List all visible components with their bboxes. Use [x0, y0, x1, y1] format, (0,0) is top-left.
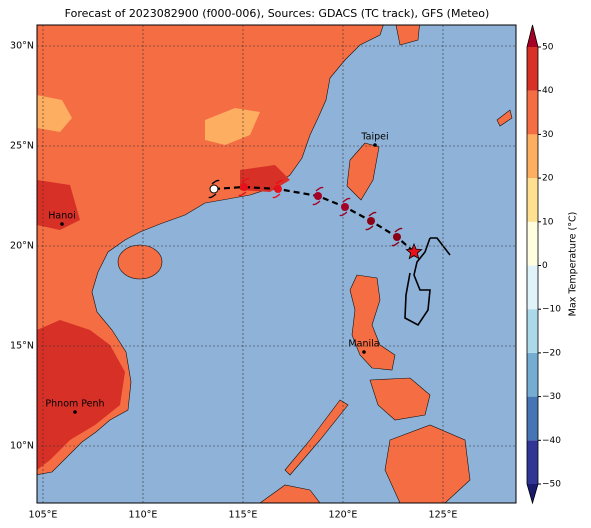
storm-symbol [341, 203, 349, 211]
colorbar-tick-label: 30 [542, 130, 554, 140]
x-tick-label: 110°E [129, 510, 158, 521]
y-tick-label: 30°N [10, 41, 34, 52]
city-marker [73, 410, 77, 414]
storm-spiral [365, 211, 377, 231]
storm-spiral [272, 179, 284, 199]
current-position [405, 242, 423, 260]
storm-symbol [274, 185, 282, 193]
colorbar-segment [527, 221, 538, 266]
palawan [284, 399, 349, 476]
taiwan [346, 142, 380, 201]
storm-symbol [209, 184, 219, 194]
city-marker [362, 350, 366, 354]
storm-spiral [391, 227, 403, 247]
colorbar-tick-label: 50 [542, 43, 554, 53]
colorbar-tick-label: −40 [542, 436, 561, 446]
visayas [369, 377, 431, 421]
x-tick-label: 115°E [229, 510, 258, 521]
hot-patch [37, 165, 290, 470]
colorbar-over [527, 25, 538, 47]
city-label: Phnom Penh [45, 399, 104, 410]
storm-symbol [393, 233, 401, 241]
map-area [37, 25, 516, 503]
colorbar-tick-label: −50 [542, 480, 561, 490]
colorbar-segment [527, 396, 538, 441]
colorbar-segment [527, 47, 538, 91]
colorbar-label: Max Temperature (°C) [568, 212, 579, 317]
city-marker [60, 222, 64, 226]
colorbar-segment [527, 134, 538, 179]
colorbar-tick-label: −10 [542, 305, 561, 315]
mindanao [384, 424, 471, 503]
colorbar-under [527, 484, 538, 503]
title: Forecast of 2023082900 (f000-006), Sourc… [65, 7, 490, 20]
colorbar-tick-label: −20 [542, 348, 561, 358]
borneo [259, 484, 321, 503]
map-frame [36, 24, 517, 504]
y-tick-label: 25°N [10, 141, 34, 152]
storm-spiral [208, 179, 220, 199]
colorbar-tick-label: −30 [542, 392, 561, 402]
storm-symbol [240, 183, 248, 191]
track-line [213, 185, 415, 253]
storm-symbol [314, 192, 322, 200]
x-tick-label: 120°E [329, 510, 358, 521]
storm-spiral [339, 197, 351, 217]
forecast-cone [404, 237, 451, 327]
city-label: Manila [348, 339, 379, 350]
mainland [37, 25, 384, 476]
cool-patch [37, 95, 260, 145]
hainan [117, 244, 163, 280]
colorbar-tick-label: 0 [542, 261, 548, 271]
city-label: Taipei [360, 132, 388, 143]
storm-symbol [367, 217, 375, 225]
colorbar-segment [527, 178, 538, 222]
city-label: Hanoi [48, 211, 75, 222]
x-tick-label: 125°E [429, 510, 458, 521]
colorbar-segment [527, 265, 538, 310]
storm-spiral [238, 177, 250, 197]
city-marker [373, 143, 377, 147]
y-tick-label: 20°N [10, 241, 34, 252]
colorbar-segment [527, 440, 538, 484]
colorbar-segment [527, 309, 538, 353]
colorbar-tick-label: 20 [542, 174, 554, 184]
colorbar-tick-label: 10 [542, 217, 554, 227]
colorbar-tick-label: 40 [542, 86, 554, 96]
colorbar-segment [527, 90, 538, 135]
japan-islands [496, 109, 513, 127]
x-tick-label: 105°E [29, 510, 58, 521]
y-tick-label: 10°N [10, 441, 34, 452]
storm-spiral [312, 186, 324, 206]
korea [395, 25, 420, 46]
y-tick-label: 15°N [10, 341, 34, 352]
colorbar-segment [527, 352, 538, 397]
